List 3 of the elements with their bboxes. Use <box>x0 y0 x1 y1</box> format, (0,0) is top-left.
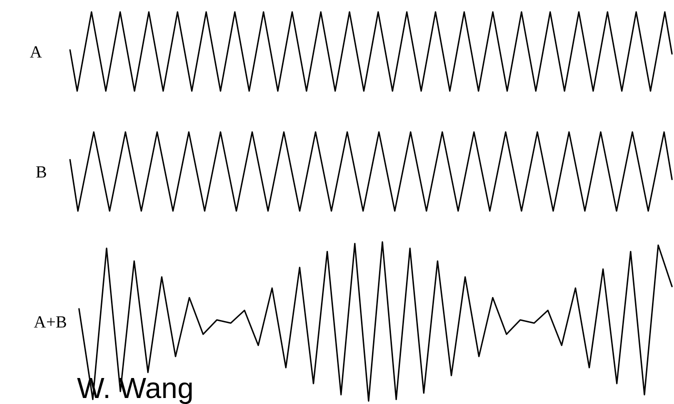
series-label: A+B <box>34 312 67 332</box>
series-label: B <box>36 162 47 182</box>
series-label: A <box>30 42 43 62</box>
